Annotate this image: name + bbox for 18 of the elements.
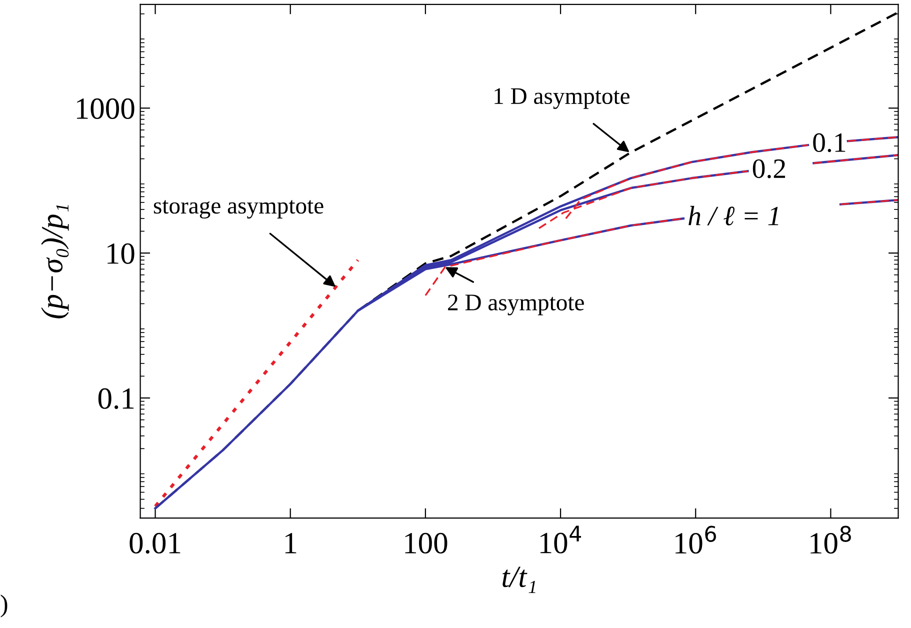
series-label: 0.2 (752, 159, 786, 178)
series-label: 0.1 (813, 133, 846, 152)
annotation: storage asymptote (154, 200, 324, 219)
x-axis-title: t/t₁ (502, 566, 536, 594)
x-tick-label: 0.01 (130, 532, 180, 554)
annotation: 2 D asymptote (448, 294, 584, 316)
x-tick-label: 100 (405, 532, 448, 554)
x-tick-label: 1 (285, 533, 296, 554)
y-tick-label: 0.1 (98, 388, 134, 410)
y-tick-label: 10 (108, 243, 134, 264)
x-tick-label: 10$^{6}$ (676, 526, 716, 554)
series-label: h / ℓ = 1 (688, 206, 778, 226)
x-tick-label: 10$^{4}$ (540, 526, 582, 554)
x-tick-label: 10$^{8}$ (810, 526, 851, 554)
y-tick-label: 1000 (77, 98, 134, 120)
annotation: 1 D asymptote (494, 88, 630, 109)
text: ) (0, 594, 8, 618)
y-axis-title: (p−σ₀)/p₁ (41, 205, 69, 318)
